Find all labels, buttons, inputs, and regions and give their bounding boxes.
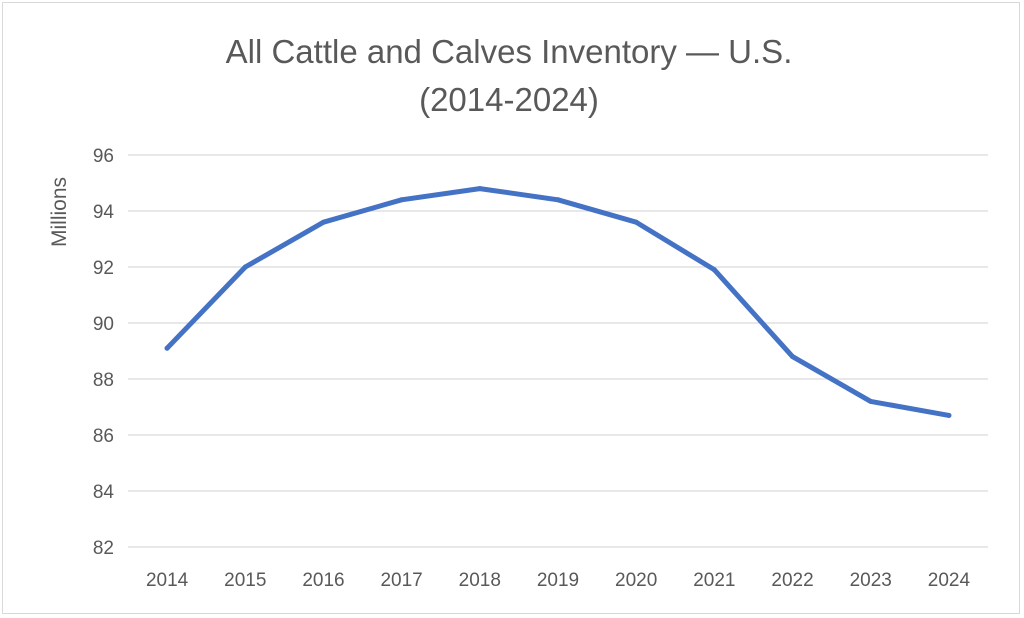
x-tick-label: 2019 [537, 570, 579, 591]
x-tick-label: 2021 [693, 570, 735, 591]
chart-title-line-2: (2014-2024) [419, 81, 599, 118]
data-point-2024 [946, 412, 952, 418]
x-tick-label: 2015 [224, 570, 266, 591]
data-point-2017 [399, 197, 405, 203]
data-point-2014 [164, 345, 170, 351]
x-tick-label: 2020 [615, 570, 657, 591]
data-point-2020 [633, 219, 639, 225]
data-point-2021 [711, 267, 717, 273]
gridlines [128, 154, 988, 548]
x-tick-label: 2014 [146, 570, 189, 591]
y-tick-label: 96 [93, 146, 114, 167]
y-axis-ticks: 82 84 86 88 90 92 94 96 [93, 146, 115, 559]
x-tick-label: 2022 [771, 570, 813, 591]
data-point-2022 [790, 354, 796, 360]
data-point-2019 [555, 197, 561, 203]
y-axis-label: Millions [48, 177, 71, 247]
y-tick-label: 94 [93, 202, 115, 223]
x-tick-label: 2018 [459, 570, 501, 591]
y-tick-label: 90 [93, 314, 114, 335]
data-point-2016 [320, 219, 326, 225]
x-tick-label: 2024 [928, 570, 971, 591]
series-line [164, 186, 952, 418]
y-tick-label: 84 [93, 482, 115, 503]
data-point-2015 [242, 264, 248, 270]
y-tick-label: 82 [93, 538, 114, 559]
chart-title: All Cattle and Calves Inventory — U.S. (… [0, 28, 1018, 124]
y-tick-label: 86 [93, 426, 114, 447]
y-tick-label: 88 [93, 370, 114, 391]
x-tick-label: 2023 [850, 570, 892, 591]
x-tick-label: 2016 [302, 570, 344, 591]
x-axis-ticks: 2014 2015 2016 2017 2018 2019 2020 2021 2022 2023… [146, 570, 971, 591]
chart-title-line-1: All Cattle and Calves Inventory — U.S. [225, 33, 793, 70]
y-tick-label: 92 [93, 258, 114, 279]
data-point-2018 [477, 186, 483, 192]
series-layer [164, 186, 952, 418]
x-tick-label: 2017 [380, 570, 422, 591]
data-point-2023 [868, 398, 874, 404]
